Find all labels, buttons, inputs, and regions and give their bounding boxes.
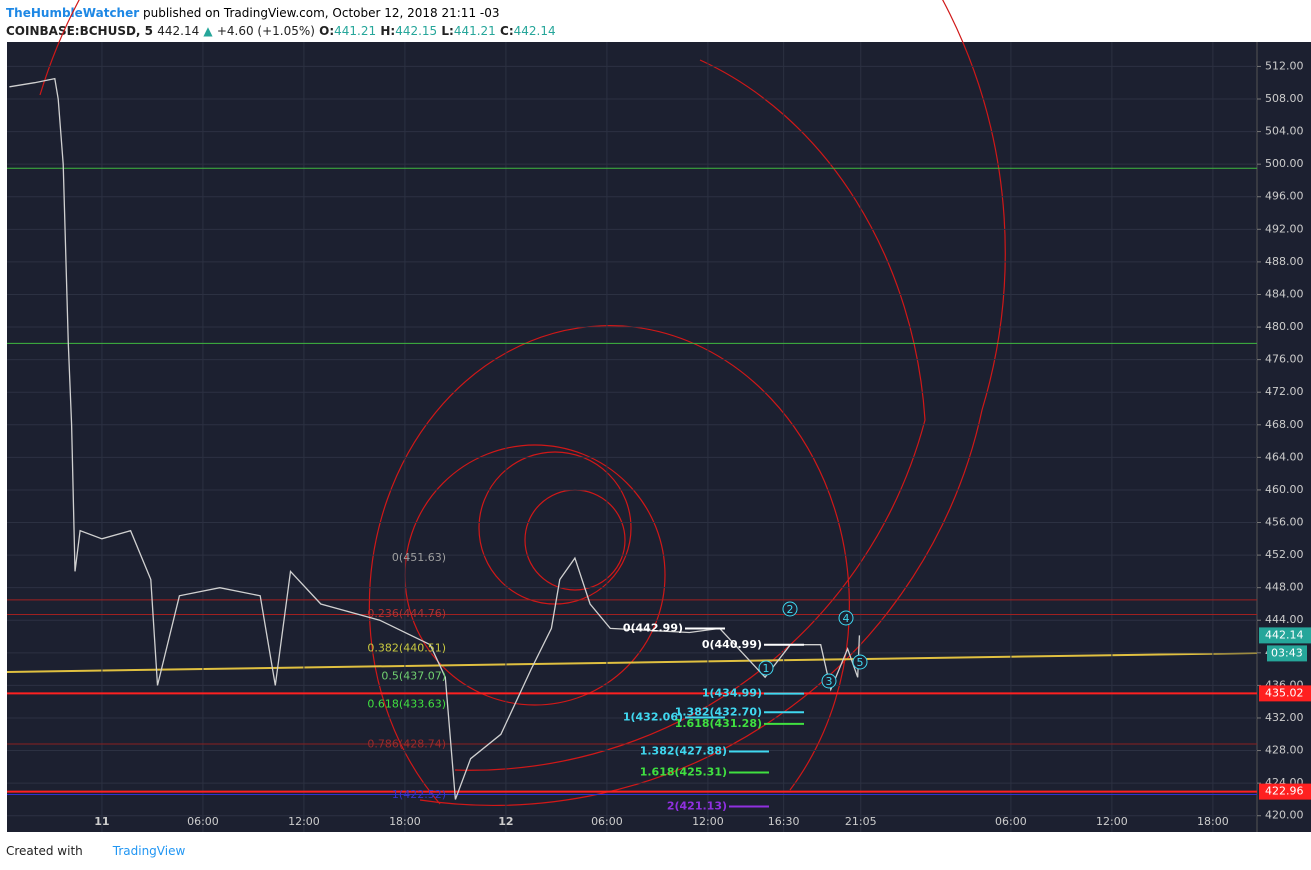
y-tick-label: 504.00 bbox=[1265, 125, 1304, 138]
x-tick-label: 11 bbox=[94, 815, 109, 828]
wave-label: 4 bbox=[843, 612, 850, 625]
y-tick-label: 448.00 bbox=[1265, 581, 1304, 594]
h: 442.15 bbox=[395, 24, 438, 38]
c: 442.14 bbox=[513, 24, 556, 38]
x-tick-label: 21:05 bbox=[845, 815, 877, 828]
y-tick-label: 472.00 bbox=[1265, 385, 1304, 398]
l: 441.21 bbox=[453, 24, 496, 38]
y-tick-label: 484.00 bbox=[1265, 287, 1304, 300]
fib-label: 0.382(440.51) bbox=[367, 642, 446, 655]
brand[interactable]: TradingView bbox=[112, 844, 186, 858]
change: +4.60 (+1.05%) bbox=[216, 24, 315, 38]
published: published on TradingView.com, October 12… bbox=[142, 6, 500, 20]
wave-label: 3 bbox=[826, 675, 833, 688]
fib-label: 0.618(433.63) bbox=[367, 698, 446, 711]
x-tick-label: 18:00 bbox=[1197, 815, 1229, 828]
price-tag bbox=[1259, 627, 1311, 644]
x-tick-label: 16:30 bbox=[768, 815, 800, 828]
fib-label: 1.618(425.31) bbox=[640, 765, 727, 778]
wave-marker bbox=[758, 660, 774, 676]
price-tag-label: 422.96 bbox=[1265, 785, 1304, 798]
axis-sep bbox=[7, 832, 1311, 840]
plot-bg bbox=[7, 42, 1257, 832]
countdown-bg bbox=[1267, 645, 1307, 662]
fib-label: 1.618(431.28) bbox=[675, 717, 762, 730]
wave-marker bbox=[852, 654, 868, 670]
fib-label: 1.382(432.70) bbox=[675, 705, 762, 718]
x-tick-label: 06:00 bbox=[591, 815, 623, 828]
y-tick-label: 452.00 bbox=[1265, 548, 1304, 561]
fib-label: 0.786(428.74) bbox=[367, 738, 446, 751]
c-label: C: bbox=[500, 24, 514, 38]
price-tag bbox=[1259, 783, 1311, 800]
wave-label: 5 bbox=[857, 656, 864, 669]
created: Created with bbox=[6, 844, 83, 858]
l-label: L: bbox=[441, 24, 454, 38]
wave-label: 1 bbox=[763, 662, 770, 675]
y-tick-label: 468.00 bbox=[1265, 418, 1304, 431]
price-tag-label: 442.14 bbox=[1265, 628, 1304, 641]
price-tag bbox=[1259, 685, 1311, 702]
x-tick-label: 06:00 bbox=[187, 815, 219, 828]
x-tick-label: 12:00 bbox=[1096, 815, 1128, 828]
header: TheHumbleWatcher published on TradingVie… bbox=[6, 6, 556, 38]
fib-label: 0(451.63) bbox=[392, 551, 446, 564]
y-tick-label: 488.00 bbox=[1265, 255, 1304, 268]
x-tick-label: 12 bbox=[498, 815, 513, 828]
x-tick-label: 06:00 bbox=[995, 815, 1027, 828]
price-tag-label: 435.02 bbox=[1265, 686, 1304, 699]
wave-label: 2 bbox=[787, 603, 794, 616]
y-tick-label: 500.00 bbox=[1265, 157, 1304, 170]
fib-label: 2(421.13) bbox=[667, 800, 727, 813]
last: 442.14 bbox=[157, 24, 200, 38]
x-tick-label: 18:00 bbox=[389, 815, 421, 828]
price-line bbox=[9, 77, 861, 800]
o-label: O: bbox=[319, 24, 335, 38]
y-tick-label: 460.00 bbox=[1265, 483, 1304, 496]
fib-spiral bbox=[39, 0, 1006, 806]
symbol: COINBASE:BCHUSD, 5 bbox=[6, 24, 154, 38]
y-tick-label: 492.00 bbox=[1265, 222, 1304, 235]
y-tick-label: 512.00 bbox=[1265, 59, 1304, 72]
o: 441.21 bbox=[334, 24, 377, 38]
fib-label: 1.382(427.88) bbox=[640, 745, 727, 758]
fib-label: 0(442.99) bbox=[623, 621, 683, 634]
y-tick-label: 476.00 bbox=[1265, 353, 1304, 366]
trend-line bbox=[6, 652, 1258, 673]
y-tick-label: 464.00 bbox=[1265, 450, 1304, 463]
y-tick-label: 444.00 bbox=[1265, 613, 1304, 626]
y-tick-label: 508.00 bbox=[1265, 92, 1304, 105]
wave-marker bbox=[782, 601, 798, 617]
y-tick-label: 432.00 bbox=[1265, 711, 1304, 724]
y-tick-label: 496.00 bbox=[1265, 190, 1304, 203]
y-tick-label: 480.00 bbox=[1265, 320, 1304, 333]
fib-label: 0(440.99) bbox=[702, 638, 762, 651]
y-tick-label: 420.00 bbox=[1265, 809, 1304, 822]
fib-label: 0.236(444.76) bbox=[367, 607, 446, 620]
fib-label: 1(422.52) bbox=[392, 788, 446, 801]
footer: Created with TradingView bbox=[6, 844, 185, 858]
y-tick-label: 456.00 bbox=[1265, 516, 1304, 529]
x-tick-label: 12:00 bbox=[288, 815, 320, 828]
fib-label: 1(432.06) bbox=[623, 710, 683, 723]
y-tick-label: 428.00 bbox=[1265, 744, 1304, 757]
wave-marker bbox=[838, 610, 854, 626]
h-label: H: bbox=[380, 24, 396, 38]
wave-marker bbox=[821, 673, 837, 689]
fib-label: 0.5(437.07) bbox=[381, 670, 446, 683]
chart: 420.00424.00428.00432.00436.00440.00444.… bbox=[6, 0, 1311, 840]
x-tick-label: 12:00 bbox=[692, 815, 724, 828]
countdown: 03:43 bbox=[1271, 646, 1303, 659]
fib-label: 1(434.99) bbox=[702, 687, 762, 700]
